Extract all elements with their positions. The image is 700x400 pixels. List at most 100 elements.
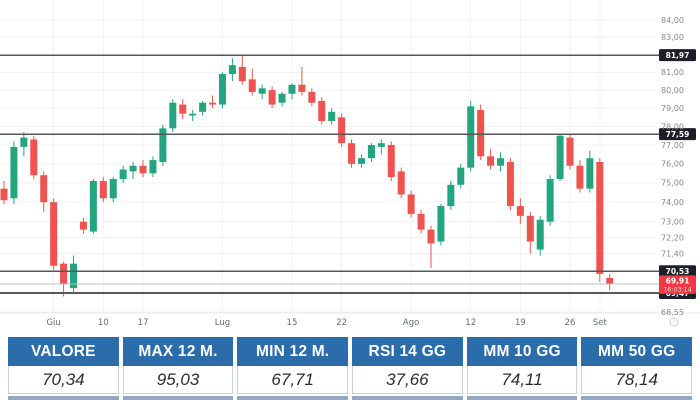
candle-body — [357, 158, 365, 164]
y-axis-tick-label[interactable]: 75,00 — [661, 179, 684, 188]
candle-body — [437, 206, 445, 242]
y-axis-tick-label[interactable]: 78,00 — [661, 122, 684, 131]
candle-body — [189, 113, 197, 116]
candle-body — [218, 74, 226, 105]
price-chart-svg[interactable]: 81,9777,5970,5369,4769,9116:03:1484,0083… — [0, 0, 700, 334]
candle-body — [606, 277, 614, 285]
candle-body — [298, 84, 306, 92]
x-axis-tick-label[interactable]: 10 — [98, 318, 109, 328]
level-badge-label: 77,59 — [666, 130, 690, 139]
stats-value: 37,66 — [352, 366, 463, 394]
candle-body — [139, 165, 147, 174]
candle-body — [10, 146, 18, 199]
stats-header: RSI 14 GG — [352, 337, 463, 366]
x-axis-tick-label[interactable]: 22 — [336, 318, 347, 328]
stats-column-0: VALORE 70,34 — [8, 337, 119, 394]
y-axis-tick-label[interactable]: 84,00 — [661, 16, 684, 25]
candle-body — [119, 169, 127, 180]
level-badge-label: 70,53 — [666, 267, 690, 276]
stats-value: 67,71 — [237, 366, 349, 394]
y-axis-tick-label[interactable]: 74,00 — [661, 198, 684, 207]
candle-body — [129, 165, 137, 172]
candle-body — [30, 139, 38, 176]
x-axis-tick-label[interactable]: 19 — [515, 318, 526, 328]
candle-body — [169, 102, 177, 129]
last-price-time: 16:03:14 — [663, 286, 691, 293]
y-axis-tick-label[interactable]: 83,00 — [661, 33, 684, 42]
candle-body — [367, 145, 375, 159]
candle-body — [407, 194, 415, 214]
candle-body — [99, 180, 107, 199]
x-axis-tick-label[interactable]: 26 — [565, 318, 576, 328]
candle-body — [308, 91, 316, 103]
stats-value: 74,11 — [466, 366, 578, 394]
candle-body — [526, 215, 534, 242]
candle-body — [258, 88, 266, 94]
stats-header: MM 10 GG — [466, 337, 578, 366]
candle-body — [40, 175, 48, 203]
x-axis-tick-label[interactable]: 17 — [138, 318, 149, 328]
next-row-partial — [8, 396, 693, 400]
level-badge — [659, 49, 696, 62]
y-axis-tick-label[interactable]: 68,55 — [661, 308, 684, 317]
x-axis-tick-label[interactable]: 15 — [287, 318, 298, 328]
candle-body — [427, 229, 435, 244]
candle-body — [199, 102, 207, 112]
candle-body — [516, 206, 524, 216]
candle-body — [318, 100, 326, 121]
clock-icon[interactable] — [669, 317, 679, 327]
stats-value: 95,03 — [122, 366, 234, 394]
price-chart[interactable]: 81,9777,5970,5369,4769,9116:03:1484,0083… — [0, 0, 700, 334]
y-axis-tick-label[interactable]: 80,00 — [661, 86, 684, 95]
candle-body — [457, 167, 465, 185]
candle-body — [596, 161, 604, 274]
level-badge — [659, 265, 696, 278]
x-axis-tick-label[interactable]: Giu — [46, 318, 60, 328]
candle-body — [546, 179, 554, 222]
level-badge — [659, 128, 696, 141]
candle-body — [328, 111, 336, 121]
candle-body — [79, 221, 87, 230]
y-axis-tick-label[interactable]: 73,00 — [661, 218, 684, 227]
x-axis-tick-label[interactable]: Ago — [403, 318, 419, 328]
stats-column-2: MIN 12 M. 67,71 — [237, 337, 349, 394]
x-axis-tick-label[interactable]: Lug — [215, 318, 230, 328]
candle-body — [248, 79, 256, 92]
y-axis-tick-label[interactable]: 76,00 — [661, 160, 684, 169]
stats-value: 78,14 — [581, 366, 693, 394]
y-axis-tick-label[interactable]: 77,00 — [661, 141, 684, 150]
candle-body — [89, 180, 97, 232]
candle-body — [228, 65, 236, 75]
candle-body — [536, 219, 544, 250]
candle-body — [0, 188, 8, 201]
x-axis-tick-label[interactable]: Set — [593, 318, 608, 328]
candle-body — [348, 143, 356, 164]
y-axis-tick-label[interactable]: 79,00 — [661, 104, 684, 113]
candle-body — [179, 104, 187, 114]
candle-body — [149, 160, 157, 174]
candle-body — [338, 117, 346, 144]
stats-column-4: MM 10 GG 74,11 — [466, 337, 578, 394]
candle-body — [159, 128, 167, 162]
last-price-value: 69,91 — [666, 276, 690, 285]
stats-column-5: MM 50 GG 78,14 — [581, 337, 693, 394]
candle-body — [576, 165, 584, 189]
y-axis-tick-label[interactable]: 72,20 — [661, 233, 684, 242]
candle-body — [387, 145, 395, 178]
candle-body — [477, 110, 485, 157]
candle-body — [487, 156, 495, 166]
candle-body — [60, 263, 68, 285]
candle-body — [417, 213, 425, 230]
stats-header: MIN 12 M. — [237, 337, 349, 366]
candle-body — [556, 135, 564, 180]
candle-body — [268, 90, 276, 105]
candle-body — [566, 137, 574, 166]
x-axis-tick-label[interactable]: 12 — [465, 318, 476, 328]
candle-body — [209, 102, 217, 105]
y-axis-tick-label[interactable]: 71,40 — [661, 249, 684, 258]
candle-body — [278, 93, 286, 103]
candle-body — [586, 158, 594, 189]
stats-column-3: RSI 14 GG 37,66 — [352, 337, 463, 394]
y-axis-tick-label[interactable]: 81,00 — [661, 68, 684, 77]
stats-header: MM 50 GG — [581, 337, 693, 366]
